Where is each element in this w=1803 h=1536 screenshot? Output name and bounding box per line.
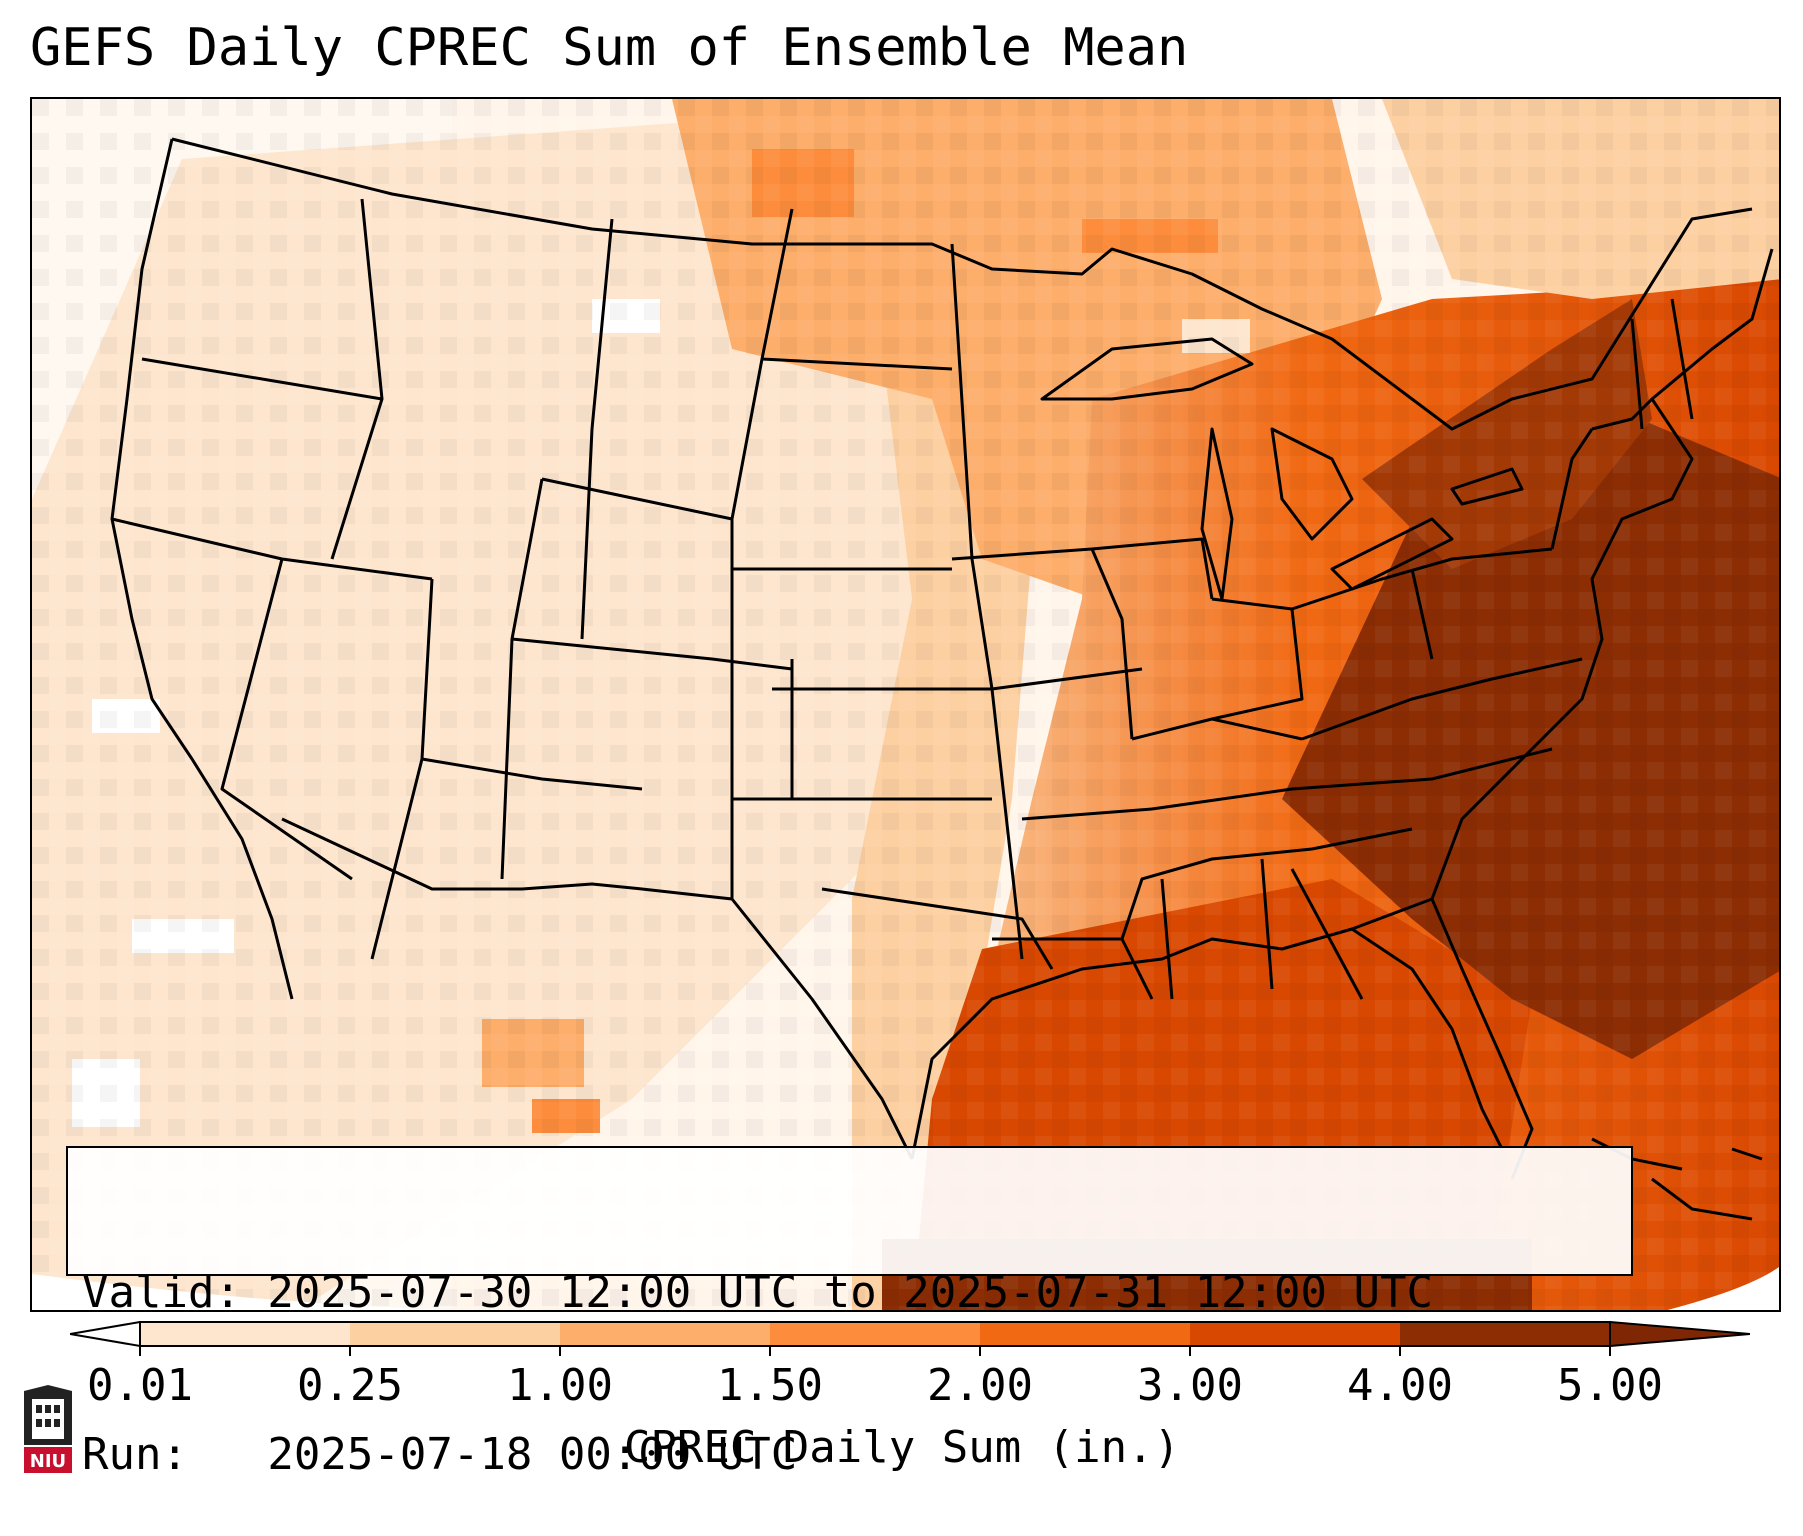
- valid-time-text: Valid: 2025-07-30 12:00 UTC to 2025-07-3…: [82, 1267, 1434, 1318]
- colorbar-segment: [560, 1322, 771, 1346]
- logo-text: NIU: [30, 1451, 66, 1472]
- state-line: [951, 547, 1134, 740]
- colorbar-over-arrow: [1609, 1320, 1750, 1348]
- pacific-coast: [110, 138, 294, 1000]
- state-line: [1301, 657, 1583, 741]
- state-line: [141, 357, 383, 401]
- state-line: [220, 558, 353, 881]
- colorbar-segment: [1400, 1322, 1611, 1346]
- colorbar-under-arrow: [70, 1320, 141, 1348]
- run-time-text: Run: 2025-07-18 00:00 UTC: [82, 1429, 798, 1480]
- state-line: [1410, 568, 1434, 660]
- colorbar-tick-label: 2.00: [927, 1360, 1033, 1411]
- state-line: [1151, 747, 1553, 811]
- state-line: [541, 477, 733, 521]
- colorbar-tick-label: 0.01: [87, 1360, 193, 1411]
- state-line: [580, 218, 614, 640]
- state-line: [1021, 807, 1153, 821]
- state-line: [1550, 428, 1594, 550]
- domain-edge-bottom-left: [32, 1274, 443, 1310]
- state-line: [511, 637, 793, 671]
- state-line: [1260, 858, 1274, 990]
- colorbar: [70, 1320, 1750, 1356]
- boundary-lines: [110, 137, 1774, 1180]
- state-line: [421, 757, 643, 791]
- valid-run-info-box: Valid: 2025-07-30 12:00 UTC to 2025-07-3…: [66, 1146, 1633, 1480]
- map-title: GEFS Daily CPREC Sum of Ensemble Mean: [30, 18, 1189, 78]
- state-line: [1290, 868, 1364, 1000]
- colorbar-frame: [139, 1321, 1611, 1347]
- map-canvas: [32, 99, 1779, 1310]
- domain-edge-bottom-right: [1667, 1266, 1779, 1310]
- atlantic-coast: [1430, 248, 1774, 900]
- colorbar-segment: [770, 1322, 981, 1346]
- colorbar-tick-label: 3.00: [1137, 1360, 1243, 1411]
- state-line: [821, 887, 1054, 970]
- gulf-coast: [910, 927, 1504, 1160]
- logo-red-band: [24, 1447, 72, 1473]
- colorbar-tick-label: 4.00: [1347, 1360, 1453, 1411]
- colorbar-segment: [980, 1322, 1191, 1346]
- colorbar-tick-label: 0.25: [297, 1360, 403, 1411]
- precipitation-map: [30, 97, 1781, 1312]
- colorbar-tick-label: 1.50: [717, 1360, 823, 1411]
- state-line: [330, 198, 384, 560]
- state-line: [991, 667, 1143, 691]
- colorbar-segment: [140, 1322, 351, 1346]
- colorbar-tick-label: 1.00: [507, 1360, 613, 1411]
- lake-huron: [1270, 427, 1354, 541]
- lake-superior: [1040, 337, 1254, 401]
- colorbar-segment: [350, 1322, 561, 1346]
- state-line: [1291, 547, 1553, 611]
- state-line: [1591, 397, 1654, 431]
- lake-ontario: [1450, 467, 1524, 506]
- lake-erie: [1330, 517, 1454, 591]
- colorbar-segment: [1190, 1322, 1401, 1346]
- niu-logo: NIU: [24, 1385, 72, 1473]
- state-line: [1091, 537, 1214, 600]
- state-line: [1131, 717, 1303, 741]
- state-line: [1211, 597, 1304, 721]
- state-line: [1670, 298, 1694, 420]
- us-mexico-border: [281, 817, 914, 1160]
- field-texture: [32, 99, 1779, 1310]
- colorbar-tick-label: 5.00: [1557, 1360, 1663, 1411]
- state-line: [1120, 827, 1413, 940]
- state-line: [950, 243, 1024, 960]
- colorbar-label: CPREC Daily Sum (in.): [623, 1422, 1181, 1473]
- state-line: [1630, 318, 1644, 430]
- us-canada-border: [171, 137, 1753, 431]
- state-line: [761, 357, 953, 371]
- state-line: [1160, 878, 1174, 1000]
- florida-coast: [1351, 897, 1534, 1180]
